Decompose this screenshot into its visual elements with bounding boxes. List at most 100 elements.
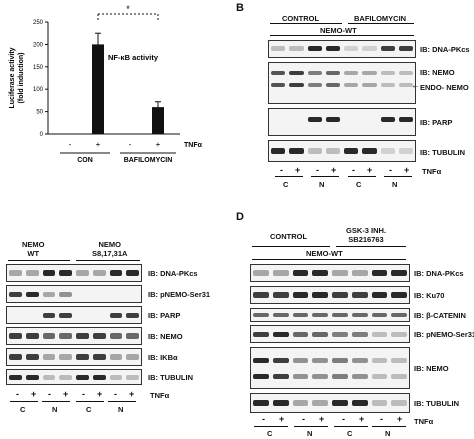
- fraction-label: C: [356, 180, 362, 189]
- blot-band: [76, 270, 89, 276]
- blot-band: [351, 292, 368, 298]
- blot-band: [380, 83, 395, 87]
- blot-band: [253, 313, 269, 317]
- group-label-gsk3-inhibitor: GSK-3 INH. SB216763: [346, 226, 387, 244]
- treatment-label: TNFα: [422, 167, 442, 176]
- group-underline: [270, 23, 342, 24]
- blot-band: [9, 374, 22, 380]
- blot-band: [272, 270, 289, 276]
- lane-sign: -: [262, 414, 265, 424]
- lane-sign: -: [48, 389, 51, 399]
- blot-beta-catenin: [250, 308, 410, 322]
- group-underline: [384, 176, 412, 177]
- lane-sign: +: [319, 414, 325, 424]
- blot-dna-pkcs: [6, 264, 142, 282]
- blot-band: [371, 292, 388, 298]
- blot-band: [292, 270, 309, 276]
- blot-band: [398, 116, 413, 122]
- blot-label: IB: DNA-PKcs: [148, 269, 198, 278]
- blot-band: [59, 374, 72, 380]
- subheader-nemo-wt: NEMO-WT: [306, 249, 343, 258]
- blot-parp: [268, 108, 416, 136]
- blot-band: [391, 400, 407, 406]
- group-underline: [348, 176, 376, 177]
- group-label-bafilomycin: BAFILOMYCIN: [354, 14, 407, 23]
- blot-band: [9, 354, 22, 360]
- blot-band: [292, 373, 309, 379]
- blot-ikba: [6, 348, 142, 366]
- blot-band: [312, 270, 328, 276]
- blot-band: [344, 83, 359, 87]
- blot-band: [126, 270, 139, 276]
- category-label: +: [96, 140, 101, 149]
- blot-band: [59, 354, 72, 360]
- blot-ku70: [250, 286, 410, 304]
- blot-band: [25, 333, 39, 339]
- blot-band: [25, 270, 39, 276]
- blot-band: [92, 354, 106, 360]
- blot-label: IB: Ku70: [414, 291, 445, 300]
- group-underline: [10, 401, 38, 402]
- blot-band: [398, 148, 413, 154]
- blot-band: [126, 374, 139, 380]
- blot-band: [25, 374, 39, 380]
- blot-band: [307, 71, 322, 75]
- lane-sign: +: [397, 414, 403, 424]
- y-tick-label: 250: [33, 20, 44, 26]
- blot-label: IB: β-CATENIN: [414, 311, 466, 320]
- group-label-control: CONTROL: [270, 232, 308, 241]
- blot-band: [59, 333, 72, 339]
- blot-band: [332, 313, 348, 317]
- blot-band: [109, 270, 123, 276]
- blot-band: [25, 354, 39, 360]
- lane-sign: +: [367, 165, 373, 175]
- blot-band: [362, 148, 377, 154]
- fraction-label: C: [86, 405, 92, 414]
- blot-band: [272, 313, 289, 317]
- blot-pnemo-ser31: [6, 285, 142, 303]
- blot-band: [398, 71, 413, 75]
- blot-band: [391, 270, 407, 276]
- blot-band: [351, 357, 368, 363]
- y-axis-label: (fold induction): [18, 53, 25, 104]
- blot-band: [292, 400, 309, 406]
- blot-band: [312, 357, 328, 363]
- lane-sign: +: [295, 165, 301, 175]
- blot-label: IB: TUBULIN: [414, 399, 459, 408]
- fraction-label: N: [307, 429, 313, 438]
- significance-star: *: [126, 4, 130, 14]
- blot-band: [59, 291, 72, 297]
- blot-band: [272, 331, 289, 337]
- blot-band: [126, 333, 139, 339]
- blot-label: IB: pNEMO-Ser31: [414, 330, 474, 339]
- blot-band: [325, 116, 340, 122]
- blot-band: [76, 374, 89, 380]
- blot-band: [126, 354, 139, 360]
- lane-sign: +: [279, 414, 285, 424]
- blot-band: [371, 373, 388, 379]
- blot-band: [332, 270, 348, 276]
- blot-band: [332, 292, 348, 298]
- category-label: -: [69, 140, 72, 149]
- blot-nemo: [268, 62, 416, 104]
- blot-band: [109, 333, 123, 339]
- fraction-label: C: [283, 180, 289, 189]
- blot-band: [371, 400, 388, 406]
- group-underline: [275, 176, 303, 177]
- blot-band: [344, 71, 359, 75]
- y-axis-label: Luciferase activity: [9, 47, 16, 108]
- blot-band: [351, 373, 368, 379]
- blot-band: [292, 292, 309, 298]
- lane-sign: -: [352, 165, 355, 175]
- blot-band: [271, 83, 286, 87]
- blot-band: [332, 373, 348, 379]
- lane-sign: -: [114, 389, 117, 399]
- group-underline: [76, 401, 104, 402]
- blot-band: [391, 357, 407, 363]
- fraction-label: C: [347, 429, 353, 438]
- blot-band: [271, 45, 286, 51]
- lane-sign: +: [359, 414, 365, 424]
- category-label: +: [156, 140, 161, 149]
- blot-label: IB: IKBα: [148, 353, 178, 362]
- blot-nemo: [6, 327, 142, 345]
